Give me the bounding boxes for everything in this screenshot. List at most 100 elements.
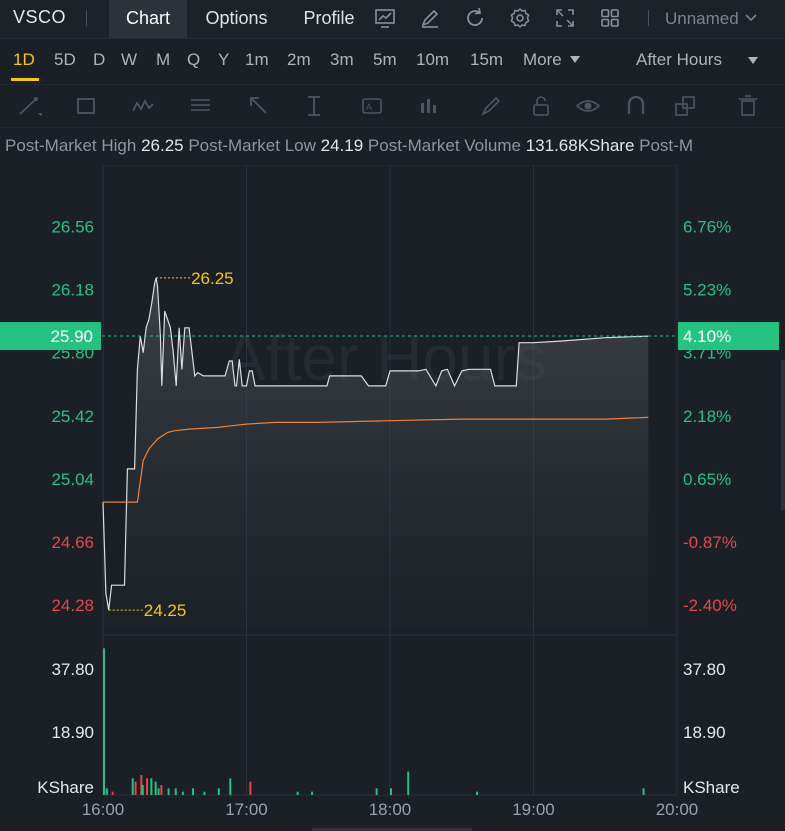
tab-options[interactable]: Options <box>205 8 268 28</box>
percent-axis-label: 2.18% <box>683 407 731 426</box>
eye-icon[interactable] <box>575 93 601 119</box>
volume-bar <box>407 771 410 795</box>
volume-bar <box>140 775 143 795</box>
volume-bar <box>476 791 479 795</box>
trash-icon[interactable] <box>735 93 761 119</box>
period-1d[interactable]: 1D <box>13 50 35 69</box>
percent-axis-label: 5.23% <box>683 281 731 300</box>
volume-bar <box>160 785 163 795</box>
post-market-volume-label: Post-Market Volume <box>367 136 521 155</box>
volume-bar <box>390 788 392 795</box>
trend-line-icon[interactable] <box>16 93 42 119</box>
volume-axis-label: 18.90 <box>51 723 94 742</box>
volume-bar <box>150 778 153 795</box>
period-q[interactable]: Q <box>187 50 201 69</box>
chevron-down-icon[interactable] <box>744 10 758 24</box>
tab-chart[interactable]: Chart <box>109 0 187 38</box>
copy-icon[interactable] <box>672 93 698 119</box>
measure-bars-icon[interactable] <box>416 93 442 119</box>
caret-down-icon[interactable] <box>570 56 580 64</box>
post-market-stats: Post-Market High 26.25 Post-Market Low 2… <box>5 136 693 156</box>
high-marker-label: 26.25 <box>191 269 234 288</box>
volume-unit-label-right: KShare <box>683 778 740 797</box>
price-axis-label: 25.04 <box>51 470 94 489</box>
volume-bar <box>642 788 645 795</box>
post-market-high-value: 26.25 <box>141 136 184 155</box>
rectangle-tool-icon[interactable] <box>74 93 100 119</box>
price-axis-label: 24.28 <box>51 596 94 615</box>
period-3m[interactable]: 3m <box>330 50 354 69</box>
volume-bar <box>311 791 314 795</box>
price-area-fill <box>103 277 649 630</box>
horizontal-scrollbar[interactable] <box>312 828 472 831</box>
arrow-tool-icon[interactable] <box>246 93 272 119</box>
refresh-icon[interactable] <box>463 6 487 30</box>
volume-bar <box>181 791 184 795</box>
current-price-value: 25.90 <box>50 327 93 346</box>
post-market-overflow-label: Post-M <box>639 136 693 155</box>
period-10m[interactable]: 10m <box>416 50 450 69</box>
volume-bar <box>131 778 134 795</box>
time-axis-label: 19:00 <box>512 800 555 819</box>
price-line <box>102 277 649 611</box>
session-watermark: After Hours <box>223 322 547 394</box>
lock-icon[interactable] <box>528 93 554 119</box>
period-more[interactable]: More <box>523 50 562 69</box>
post-market-volume-value: 131.68KShare <box>525 136 635 155</box>
average-price-line <box>103 416 649 503</box>
volume-bar <box>375 788 378 795</box>
period-5d[interactable]: 5D <box>54 50 76 69</box>
magnet-icon[interactable] <box>623 93 649 119</box>
text-cursor-icon[interactable] <box>302 93 328 119</box>
tab-profile[interactable]: Profile <box>303 8 355 28</box>
volume-bar <box>146 778 149 795</box>
toolbar-divider <box>648 10 649 26</box>
volume-axis-label-right: 18.90 <box>683 723 726 742</box>
period-selector: 1D 5D D W M Q Y 1m 2m 3m 5m 10m 15m More… <box>0 39 785 83</box>
price-axis-label: 26.56 <box>51 217 94 236</box>
settings-gear-icon[interactable] <box>508 6 532 30</box>
period-d[interactable]: D <box>93 50 106 69</box>
caret-down-icon[interactable] <box>748 57 758 65</box>
period-2m[interactable]: 2m <box>287 50 311 69</box>
volume-bar <box>191 788 194 795</box>
period-w[interactable]: W <box>121 50 138 69</box>
brush-icon[interactable] <box>478 93 504 119</box>
layout-grid-icon[interactable] <box>598 6 622 30</box>
drawing-toolbar: A <box>0 84 785 128</box>
toolbar-divider <box>86 10 87 26</box>
price-axis-label: 26.18 <box>51 281 94 300</box>
price-chart[interactable]: After Hours 26.25 24.25 26.56 6.76% 26.18 5.… <box>0 165 785 825</box>
period-15m[interactable]: 15m <box>470 50 504 69</box>
active-period-indicator <box>11 78 39 81</box>
volume-bar <box>229 778 232 795</box>
volume-unit-label: KShare <box>37 778 94 797</box>
period-5m[interactable]: 5m <box>373 50 397 69</box>
percent-axis-label: 6.76% <box>683 217 731 236</box>
pattern-tool-icon[interactable] <box>130 93 156 119</box>
volume-bar <box>157 788 160 795</box>
volume-bars <box>103 648 645 795</box>
chart-axis-labels: 26.56 6.76%26.18 5.23%25.80 3.71%25.42 2.18%… <box>0 217 779 819</box>
volume-axis-label: 37.80 <box>51 660 94 679</box>
fullscreen-icon[interactable] <box>553 6 577 30</box>
period-y[interactable]: Y <box>218 50 230 69</box>
volume-bar <box>141 785 144 795</box>
draw-pen-icon[interactable] <box>418 6 442 30</box>
period-m[interactable]: M <box>156 50 171 69</box>
time-axis-label: 16:00 <box>82 800 125 819</box>
volume-bar <box>111 791 114 795</box>
fibonacci-tool-icon[interactable] <box>188 93 214 119</box>
vertical-scrollbar[interactable] <box>781 360 785 510</box>
period-1m[interactable]: 1m <box>245 50 269 69</box>
post-market-low-value: 24.19 <box>320 136 364 155</box>
volume-bar <box>296 791 299 795</box>
price-axis-label: 25.42 <box>51 407 94 426</box>
post-market-high-label: Post-Market High <box>5 136 137 155</box>
text-label-icon[interactable]: A <box>360 93 386 119</box>
price-axis-label: 24.66 <box>51 533 94 552</box>
session-dropdown[interactable]: After Hours <box>636 50 722 69</box>
post-market-low-label: Post-Market Low <box>188 136 316 155</box>
layout-name-dropdown[interactable]: Unnamed <box>665 9 739 28</box>
indicator-chart-icon[interactable] <box>373 6 397 30</box>
